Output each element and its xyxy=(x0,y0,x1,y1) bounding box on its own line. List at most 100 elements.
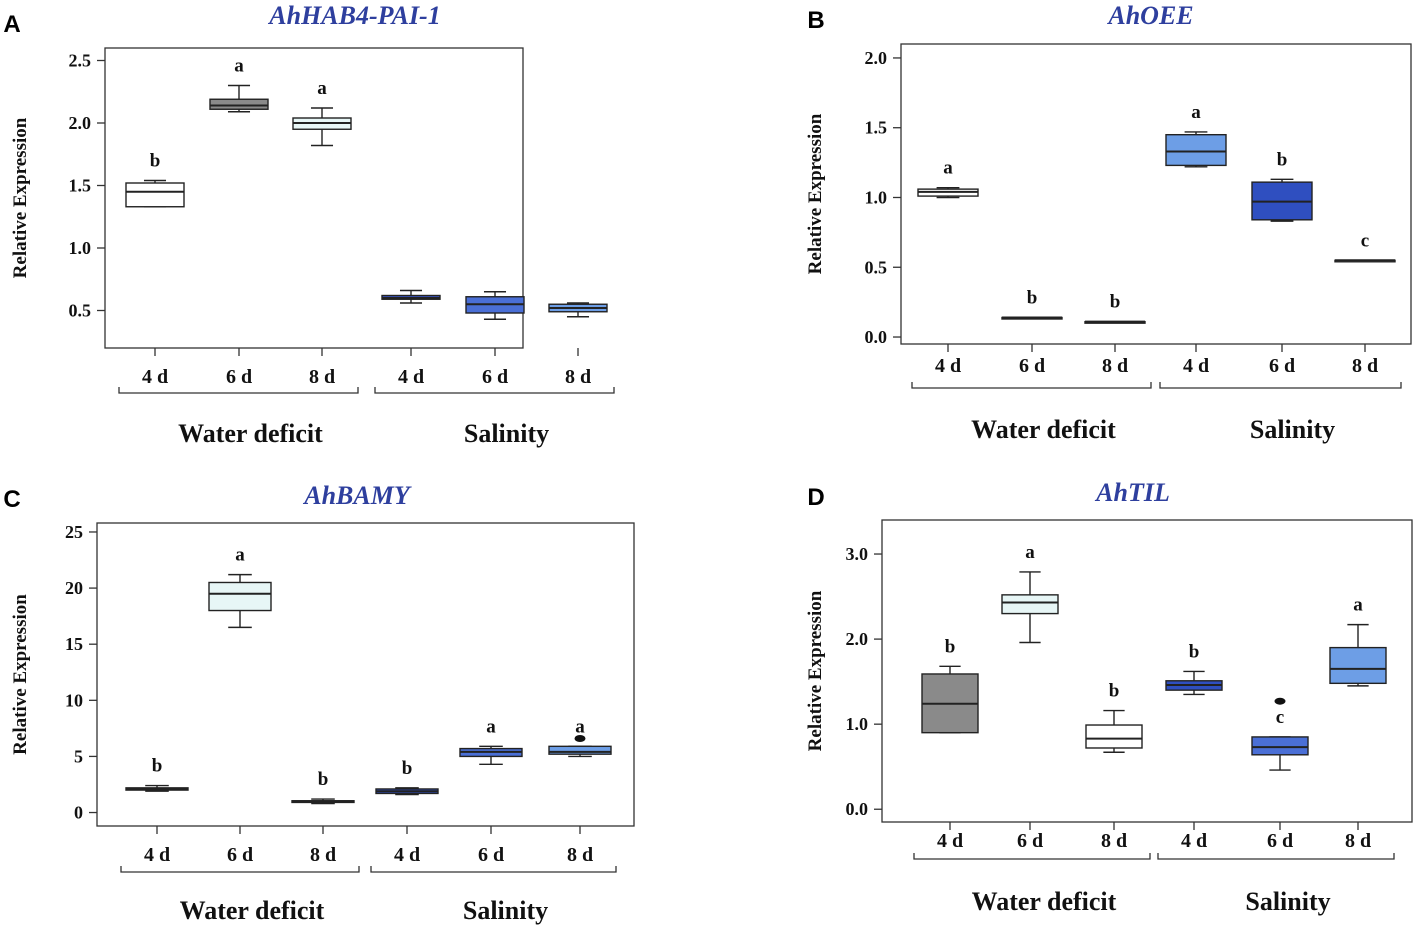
x-tick-label: 4 d xyxy=(394,844,420,866)
x-tick-label: 6 d xyxy=(482,366,508,388)
group-bracket xyxy=(913,853,1151,860)
plot-frame xyxy=(96,522,635,827)
box-4: a xyxy=(1165,102,1227,168)
x-tick-label: 8 d xyxy=(1102,355,1128,377)
box-body xyxy=(1251,736,1309,756)
box-5 xyxy=(465,291,525,320)
box-body xyxy=(208,581,272,612)
box-body xyxy=(1001,594,1059,615)
significance-label: a xyxy=(575,716,585,737)
significance-label: b xyxy=(150,151,161,172)
significance-label: b xyxy=(152,756,163,777)
y-tick-label: 0.0 xyxy=(846,799,869,819)
box-body xyxy=(1329,646,1387,685)
group-label: Salinity xyxy=(1245,887,1330,916)
y-tick-label: 2.5 xyxy=(69,51,92,71)
y-tick-label: 1.5 xyxy=(69,176,92,196)
group-bracket xyxy=(911,382,1152,389)
x-tick-label: 4 d xyxy=(142,366,168,388)
significance-label: b xyxy=(1109,681,1120,702)
box-3: b xyxy=(1084,292,1146,324)
group-label: Water deficit xyxy=(971,415,1116,444)
group-bracket xyxy=(1159,382,1402,389)
plot-frame xyxy=(900,43,1412,345)
outlier-point xyxy=(1274,697,1286,705)
x-tick-label: 4 d xyxy=(1183,355,1209,377)
y-tick-label: 2.0 xyxy=(865,48,888,68)
panel-letter: D xyxy=(807,484,824,511)
y-tick-label: 2.0 xyxy=(69,113,92,133)
box-2: a xyxy=(1001,542,1059,644)
chart-title: AhHAB4-PAI-1 xyxy=(267,1,440,30)
box-6: a xyxy=(548,716,612,758)
y-tick-label: 5 xyxy=(74,746,83,766)
group-label: Water deficit xyxy=(180,896,325,925)
y-tick-label: 20 xyxy=(65,578,83,598)
y-tick-label: 1.5 xyxy=(865,118,888,138)
y-tick-label: 0.5 xyxy=(69,301,92,321)
box-1: a xyxy=(917,158,979,199)
panel-b: B AhOEE 0.0 0.5 1.0 1.5 2.0 Relative Expression… xyxy=(805,1,1412,444)
group-label: Salinity xyxy=(464,419,549,448)
y-tick-label: 3.0 xyxy=(846,544,869,564)
box-3: a xyxy=(292,78,352,147)
box-6 xyxy=(548,302,608,318)
box-body xyxy=(125,182,185,208)
significance-label: b xyxy=(1110,292,1121,313)
x-tick-label: 6 d xyxy=(1267,830,1293,852)
x-tick-label: 4 d xyxy=(937,830,963,852)
x-tick-label: 8 d xyxy=(1101,830,1127,852)
x-tick-label: 8 d xyxy=(309,366,335,388)
box-6: a xyxy=(1329,595,1387,687)
box-1: b xyxy=(125,756,189,792)
significance-label: a xyxy=(1353,595,1363,616)
chart-title: AhOEE xyxy=(1106,1,1193,30)
x-tick-label: 4 d xyxy=(935,355,961,377)
box-5: b xyxy=(1251,149,1313,222)
y-tick-label: 0.0 xyxy=(865,327,888,347)
y-tick-label: 10 xyxy=(65,690,83,710)
box-4 xyxy=(381,289,441,304)
group-label: Water deficit xyxy=(178,419,323,448)
significance-label: a xyxy=(943,158,953,179)
y-axis-label: Relative Expression xyxy=(10,117,31,278)
group-label: Salinity xyxy=(1250,415,1335,444)
box-2: a xyxy=(208,545,272,629)
box-2: b xyxy=(1001,287,1063,320)
group-label: Salinity xyxy=(463,896,548,925)
group-bracket xyxy=(118,387,359,394)
y-axis-label: Relative Expression xyxy=(805,113,826,274)
x-tick-label: 8 d xyxy=(1345,830,1371,852)
y-tick-label: 15 xyxy=(65,634,83,654)
x-tick-label: 4 d xyxy=(144,844,170,866)
outlier-point xyxy=(574,734,586,742)
group-bracket xyxy=(120,866,360,873)
x-tick-label: 4 d xyxy=(398,366,424,388)
y-tick-label: 1.0 xyxy=(846,714,869,734)
y-tick-label: 0 xyxy=(74,803,83,823)
panel-letter: B xyxy=(807,7,824,34)
significance-label: a xyxy=(1191,102,1201,123)
chart-title: AhBAMY xyxy=(302,481,412,510)
y-tick-label: 0.5 xyxy=(865,257,888,277)
x-tick-label: 6 d xyxy=(1269,355,1295,377)
y-tick-label: 1.0 xyxy=(69,238,92,258)
significance-label: a xyxy=(1025,542,1035,563)
group-bracket xyxy=(1157,853,1395,860)
x-tick-label: 6 d xyxy=(227,844,253,866)
significance-label: b xyxy=(1027,287,1038,308)
panel-c: C AhBAMY 0 5 10 15 20 25 Relative Expression b a b b… xyxy=(3,481,635,925)
box-4: b xyxy=(375,758,439,796)
significance-label: a xyxy=(234,56,244,77)
chart-title: AhTIL xyxy=(1094,478,1170,507)
significance-label: a xyxy=(486,716,496,737)
box-body xyxy=(548,745,612,755)
significance-label: c xyxy=(1361,230,1369,251)
panel-a: A AhHAB4-PAI-1 0.5 1.0 1.5 2.0 2.5 Relative Exp… xyxy=(3,1,615,448)
panel-letter: A xyxy=(3,11,20,38)
box-4: b xyxy=(1165,641,1223,696)
box-body xyxy=(1085,724,1143,749)
panel-letter: C xyxy=(3,486,20,513)
y-tick-label: 2.0 xyxy=(846,629,869,649)
